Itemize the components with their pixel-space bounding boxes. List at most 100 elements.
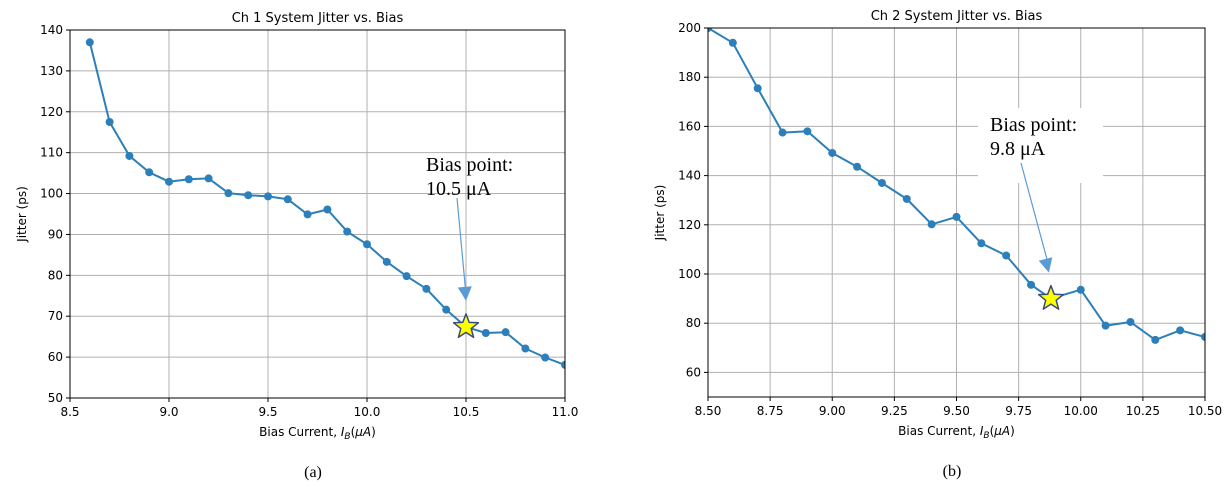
chart-b: 8.50 8.75 9.00 9.25 9.50 9.75 10.00 10.25 10.50 … bbox=[653, 9, 1222, 480]
chart-a-plot-frame bbox=[69, 29, 566, 399]
chart-a-series bbox=[85, 38, 565, 369]
chart-b-series bbox=[708, 28, 1205, 344]
chart-b-annotation-arrow-head bbox=[1038, 257, 1053, 273]
chart-b-x-tick-label: 8.50 bbox=[695, 404, 722, 418]
chart-a-x-tick-label: 9.0 bbox=[159, 405, 178, 419]
chart-b-y-tick-label: 120 bbox=[678, 218, 701, 232]
chart-b-x-axis-label: Bias Current, IB(μA) bbox=[898, 424, 1015, 441]
chart-b-annotation-background bbox=[978, 108, 1103, 183]
chart-b-bias-point-star bbox=[1037, 284, 1065, 310]
chart-a-y-tick-label: 80 bbox=[48, 268, 63, 282]
chart-b-y-tick-label: 60 bbox=[686, 365, 701, 379]
chart-b-y-tick-label: 200 bbox=[678, 21, 701, 35]
chart-b-series-clip bbox=[708, 28, 1205, 344]
chart-a-data-point bbox=[165, 177, 173, 186]
chart-a-x-tick-label: 8.5 bbox=[60, 405, 79, 419]
chart-a-y-tick-label: 130 bbox=[40, 64, 63, 78]
chart-b-x-tick-label: 10.00 bbox=[1064, 404, 1098, 418]
chart-b-y-tick-label: 140 bbox=[678, 169, 701, 183]
chart-a-data-point bbox=[204, 174, 213, 183]
chart-b-x-tick-label: 9.50 bbox=[943, 404, 970, 418]
chart-a-x-tick-label: 10.0 bbox=[354, 405, 381, 419]
chart-a-y-tick-label: 110 bbox=[40, 146, 63, 160]
chart-a-x-tick-label: 10.5 bbox=[453, 405, 480, 419]
chart-b-y-tick-label: 160 bbox=[678, 119, 701, 133]
chart-a-data-point bbox=[382, 257, 391, 266]
chart-a-x-tick-label: 9.5 bbox=[258, 405, 277, 419]
chart-b-data-point bbox=[952, 212, 961, 221]
chart-a-data-point bbox=[521, 344, 530, 353]
chart-a-series-clip bbox=[85, 38, 565, 369]
chart-a-data-point bbox=[422, 284, 431, 293]
chart-b-y-tick-label: 100 bbox=[678, 267, 701, 281]
chart-b-data-point bbox=[853, 162, 862, 171]
chart-b-grid bbox=[707, 27, 1206, 397]
chart-a-x-tick-label: 11.0 bbox=[552, 405, 579, 419]
chart-a-annotation-line-2: 10.5 μA bbox=[426, 178, 492, 200]
chart-b-x-tick-label: 10.50 bbox=[1188, 404, 1222, 418]
chart-a-data-point bbox=[343, 227, 352, 236]
chart-b-title: Ch 2 System Jitter vs. Bias bbox=[871, 9, 1043, 24]
chart-a-y-tick-label: 90 bbox=[48, 227, 63, 241]
chart-a-x-axis-label: Bias Current, IB(μA) bbox=[259, 425, 376, 442]
chart-a-data-point bbox=[541, 353, 550, 362]
chart-b-x-tick-label: 9.75 bbox=[1005, 404, 1032, 418]
chart-a: 8.5 9.0 9.5 10.0 10.5 11.0 50 60 70 80 90 100 110 12… bbox=[15, 11, 578, 481]
chart-a-data-point bbox=[224, 189, 233, 198]
chart-a-data-point bbox=[105, 118, 114, 126]
chart-a-data-point bbox=[402, 272, 411, 281]
chart-b-data-point bbox=[828, 148, 837, 157]
chart-a-y-ticks: 50 60 70 80 90 100 110 120 130 140 bbox=[40, 23, 70, 405]
chart-b-data-point bbox=[803, 127, 812, 136]
chart-b-data-point bbox=[977, 239, 986, 248]
chart-a-annotation: Bias point: 10.5 μA bbox=[426, 154, 513, 301]
chart-b-data-point bbox=[1101, 321, 1110, 330]
chart-a-data-point bbox=[244, 191, 253, 200]
chart-b-x-tick-label: 9.00 bbox=[819, 404, 846, 418]
chart-a-data-point bbox=[501, 328, 510, 337]
chart-b-y-tick-label: 180 bbox=[678, 70, 701, 84]
chart-a-data-point bbox=[283, 195, 292, 204]
chart-b-data-point bbox=[1027, 280, 1036, 289]
chart-a-y-tick-label: 50 bbox=[48, 391, 63, 405]
chart-b-annotation-arrow-shaft bbox=[1020, 162, 1050, 267]
chart-b-data-point bbox=[1151, 335, 1160, 344]
chart-a-data-point bbox=[85, 38, 94, 47]
chart-b-plot-frame bbox=[707, 27, 1206, 398]
chart-a-y-axis-label: Jitter (ps) bbox=[15, 186, 29, 243]
chart-b-y-tick-label: 80 bbox=[686, 316, 701, 330]
chart-a-data-point bbox=[363, 240, 371, 249]
chart-b-data-point bbox=[1002, 251, 1011, 260]
chart-a-caption: (a) bbox=[304, 464, 322, 481]
chart-a-data-point bbox=[264, 192, 272, 201]
chart-b-data-point bbox=[728, 38, 737, 47]
chart-a-data-point bbox=[303, 210, 312, 219]
chart-a-annotation-arrow-shaft bbox=[456, 197, 467, 295]
chart-b-x-ticks: 8.50 8.75 9.00 9.25 9.50 9.75 10.00 10.25 10.50 bbox=[695, 397, 1222, 418]
chart-b-caption: (b) bbox=[943, 463, 962, 480]
chart-b-annotation-line-1: Bias point: bbox=[990, 114, 1077, 136]
chart-b-y-axis-label: Jitter (ps) bbox=[653, 185, 667, 242]
chart-a-annotation-arrow-head bbox=[457, 286, 472, 301]
chart-b-data-point bbox=[708, 28, 712, 32]
chart-a-bias-point-star bbox=[452, 313, 480, 339]
chart-b-y-ticks: 60 80 100 120 140 160 180 200 bbox=[678, 21, 708, 379]
chart-a-annotation-line-1: Bias point: bbox=[426, 154, 513, 176]
chart-b-data-point bbox=[902, 194, 911, 203]
chart-b-data-point bbox=[1076, 285, 1085, 294]
chart-a-data-point bbox=[125, 151, 134, 160]
chart-b-data-point bbox=[753, 84, 762, 93]
chart-b-annotation: Bias point: 9.8 μA bbox=[978, 108, 1103, 273]
chart-a-x-ticks: 8.5 9.0 9.5 10.0 10.5 11.0 bbox=[60, 398, 578, 419]
chart-a-y-tick-label: 70 bbox=[48, 309, 63, 323]
chart-a-data-point bbox=[145, 168, 154, 177]
chart-b-data-point bbox=[1176, 326, 1185, 335]
chart-b-x-tick-label: 10.25 bbox=[1126, 404, 1160, 418]
chart-b-data-point bbox=[877, 178, 886, 187]
chart-a-title: Ch 1 System Jitter vs. Bias bbox=[232, 11, 404, 26]
chart-a-data-point bbox=[323, 205, 332, 214]
chart-a-y-tick-label: 100 bbox=[40, 187, 63, 201]
chart-a-data-point bbox=[561, 360, 565, 369]
chart-a-data-point bbox=[481, 328, 490, 337]
